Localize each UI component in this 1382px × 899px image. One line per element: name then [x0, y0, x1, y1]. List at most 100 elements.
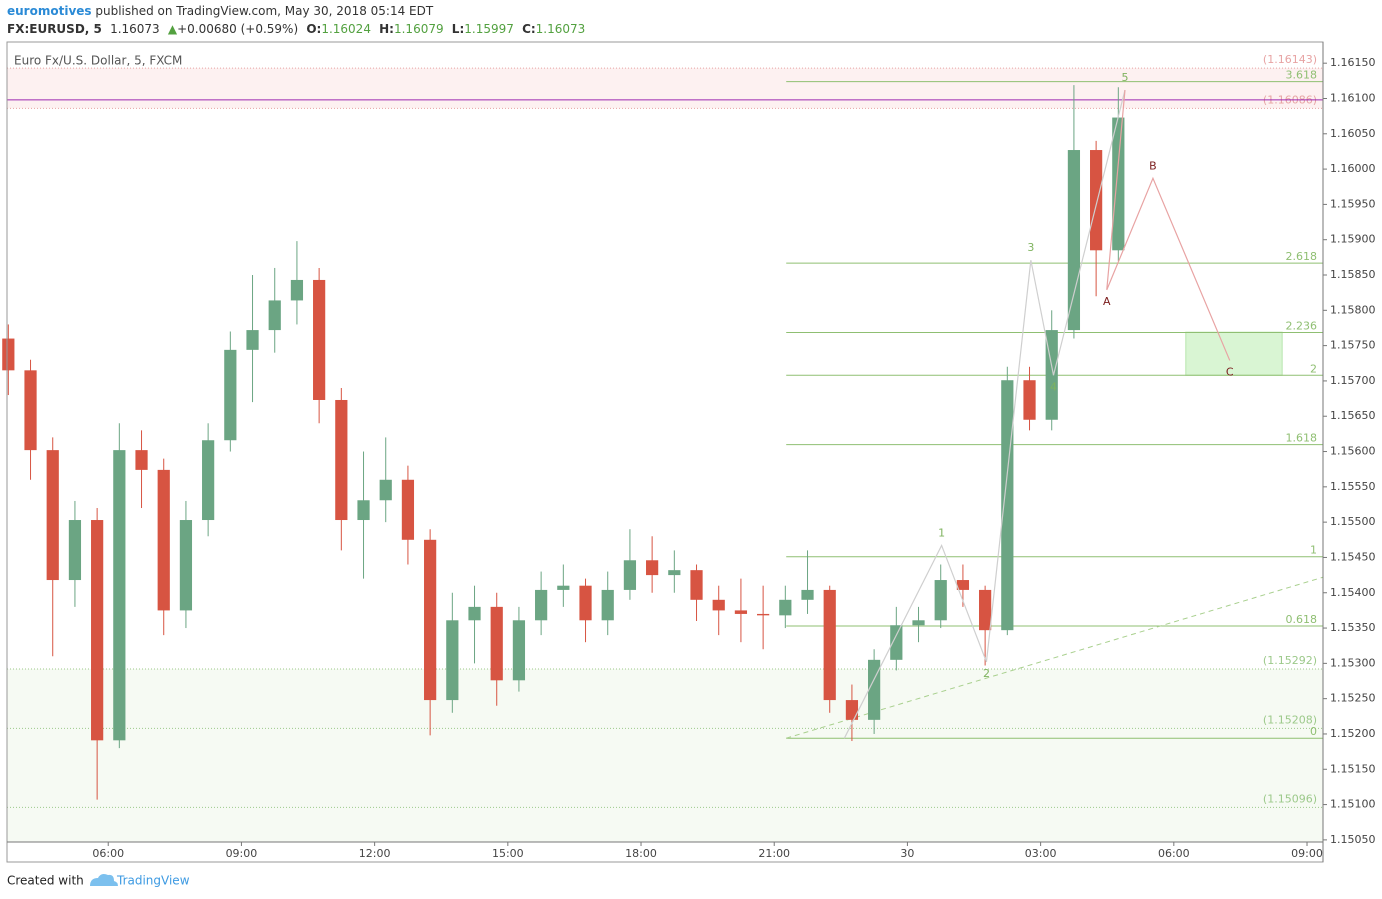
- y-tick-label: 1.15100: [1330, 798, 1376, 811]
- candle-body: [290, 279, 304, 301]
- level-label: (1.15208): [1263, 713, 1317, 726]
- candle-body: [1067, 150, 1081, 331]
- target-zone: [1185, 331, 1283, 376]
- candle-body: [690, 570, 703, 600]
- symbol: FX:EURUSD, 5: [7, 22, 102, 36]
- candle-body: [912, 620, 925, 626]
- candle-body: [557, 585, 570, 590]
- quote-line: FX:EURUSD, 5 1.16073 ▲+0.00680 (+0.59%) …: [7, 22, 585, 36]
- candle-body: [2, 338, 15, 371]
- y-tick-label: 1.15900: [1330, 233, 1376, 246]
- level-label: (1.15292): [1263, 654, 1317, 667]
- x-tick-label: 30: [900, 847, 914, 860]
- change: +0.00680 (+0.59%): [177, 22, 298, 36]
- o-label: O:: [306, 22, 321, 36]
- x-tick-label: 03:00: [1025, 847, 1057, 860]
- candle-body: [623, 560, 637, 590]
- candle-body: [224, 349, 237, 441]
- candle-body: [512, 620, 526, 681]
- candle-body: [468, 606, 481, 621]
- candle-body: [46, 450, 59, 581]
- x-tick-label: 09:00: [226, 847, 258, 860]
- candle-body: [757, 613, 770, 616]
- y-tick-label: 1.15050: [1330, 833, 1376, 846]
- correction-path: [1106, 89, 1231, 361]
- candle-body: [979, 589, 992, 631]
- c-label: C:: [522, 22, 536, 36]
- logo: [90, 874, 118, 886]
- level-label: (1.15096): [1263, 792, 1317, 805]
- wave-label: B: [1149, 159, 1157, 172]
- y-tick-label: 1.15800: [1330, 303, 1376, 316]
- y-tick-label: 1.15500: [1330, 515, 1376, 528]
- candle-body: [179, 520, 193, 611]
- fib-label: 0.618: [1286, 613, 1318, 626]
- candle-body: [490, 606, 503, 681]
- x-tick-label: 06:00: [92, 847, 124, 860]
- x-tick-label: 18:00: [625, 847, 657, 860]
- candle-body: [202, 440, 215, 521]
- candle-body: [401, 479, 415, 540]
- candle-body: [579, 585, 592, 621]
- wave-label: 5: [1121, 71, 1128, 84]
- x-tick-label: 09:00: [1291, 847, 1323, 860]
- fib-label: 2.618: [1286, 250, 1318, 263]
- candle-body: [890, 625, 903, 660]
- wave-label: C: [1226, 365, 1234, 378]
- candle-body: [335, 399, 348, 521]
- last: 1.16073: [110, 22, 160, 36]
- candle-body: [956, 580, 970, 590]
- wave-label: 2: [983, 667, 990, 680]
- published: published on TradingView.com, May 30, 20…: [92, 4, 434, 18]
- candle-body: [712, 599, 725, 611]
- candle-body: [135, 450, 148, 470]
- y-tick-label: 1.15950: [1330, 197, 1376, 210]
- y-tick-label: 1.15150: [1330, 762, 1376, 775]
- y-tick-label: 1.15200: [1330, 727, 1376, 740]
- candle-body: [157, 469, 170, 611]
- y-tick-label: 1.16100: [1330, 91, 1376, 104]
- fib-label: 2: [1310, 362, 1317, 375]
- wave-label: A: [1103, 295, 1111, 308]
- brand[interactable]: TradingView: [116, 874, 190, 888]
- candle-body: [379, 479, 392, 501]
- candle-body: [446, 620, 459, 701]
- candle-body: [779, 599, 792, 616]
- waves-path: [843, 89, 1126, 739]
- y-tick-label: 1.15350: [1330, 621, 1376, 634]
- candle-body: [646, 560, 659, 576]
- h: 1.16079: [394, 22, 444, 36]
- zone: [7, 68, 1323, 109]
- h-label: H:: [379, 22, 394, 36]
- candle-body: [868, 659, 881, 720]
- candle-body: [845, 700, 859, 720]
- y-tick-label: 1.15700: [1330, 374, 1376, 387]
- y-tick-label: 1.15550: [1330, 480, 1376, 493]
- candle-body: [801, 589, 814, 600]
- y-tick-label: 1.15250: [1330, 692, 1376, 705]
- y-tick-label: 1.15750: [1330, 339, 1376, 352]
- x-tick-label: 21:00: [758, 847, 790, 860]
- candle-body: [1023, 380, 1036, 420]
- chart-title: Euro Fx/U.S. Dollar, 5, FXCM: [14, 54, 182, 68]
- y-tick-label: 1.15300: [1330, 656, 1376, 669]
- x-tick-label: 15:00: [492, 847, 524, 860]
- candle-body: [246, 330, 259, 350]
- candle-body: [424, 539, 437, 701]
- wave-label: 4: [1050, 380, 1057, 393]
- candle-body: [668, 570, 681, 576]
- candle-body: [1001, 380, 1014, 631]
- y-tick-label: 1.15400: [1330, 586, 1376, 599]
- l-label: L:: [452, 22, 464, 36]
- zone: [7, 669, 1323, 842]
- y-tick-label: 1.15600: [1330, 445, 1376, 458]
- candle-body: [934, 580, 947, 621]
- level-label: (1.16143): [1263, 53, 1317, 66]
- x-tick-label: 06:00: [1158, 847, 1190, 860]
- candle-body: [313, 279, 326, 400]
- candle-body: [357, 500, 370, 521]
- candle-body: [91, 520, 104, 741]
- author[interactable]: euromotives: [7, 4, 92, 18]
- fib-label: 0: [1310, 725, 1317, 738]
